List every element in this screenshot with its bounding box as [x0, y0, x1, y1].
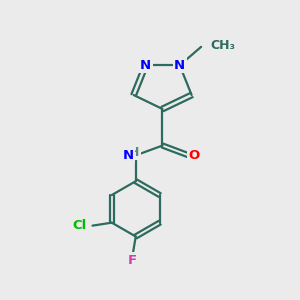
Text: N: N [174, 59, 185, 72]
Text: F: F [128, 254, 137, 267]
Text: N: N [123, 149, 134, 162]
Text: Cl: Cl [72, 219, 86, 232]
Text: N: N [140, 59, 151, 72]
Text: O: O [188, 149, 200, 162]
Text: CH₃: CH₃ [210, 39, 235, 52]
Text: H: H [129, 146, 140, 159]
